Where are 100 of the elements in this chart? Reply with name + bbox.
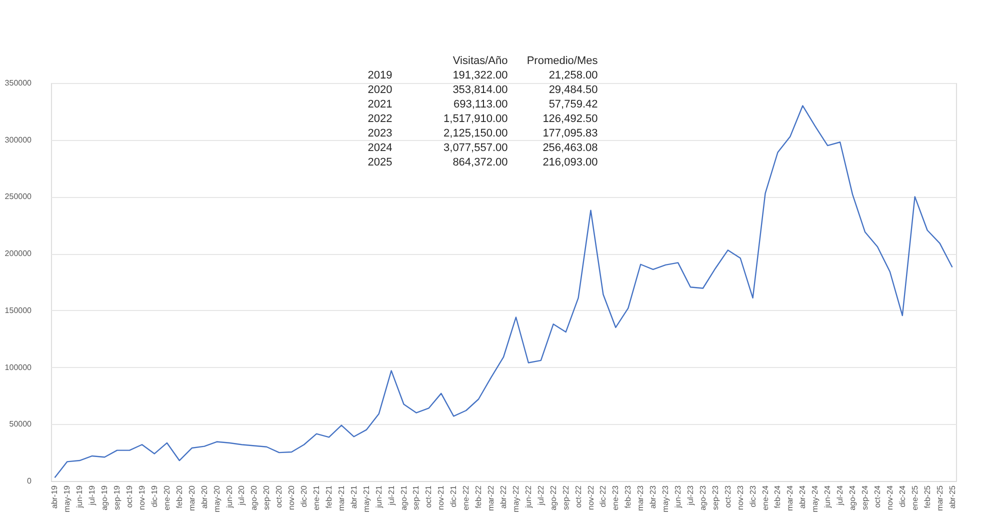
x-tick-label: sep-22 [561, 484, 570, 510]
annotation: 864,372.00 [452, 156, 508, 168]
x-tick-label: ene-23 [611, 484, 620, 510]
annotation: 177,095.83 [542, 128, 598, 140]
x-tick-label: may-20 [212, 484, 222, 512]
x-tick-label: ene-25 [910, 484, 920, 510]
y-tick-label: 0 [27, 476, 32, 486]
x-tick-label: abr-23 [648, 484, 658, 509]
x-tick-label: feb-22 [474, 484, 484, 508]
x-tick-label: abr-21 [349, 484, 358, 509]
text: 191,322.00 [452, 70, 508, 82]
x-tick-label: feb-20 [174, 484, 184, 508]
x-tick-label: sep-24 [860, 484, 870, 510]
y-tick-label: 350000 [4, 78, 32, 88]
x-tick-label: ago-19 [100, 484, 110, 510]
x-tick-label: ago-20 [250, 484, 259, 510]
x-tick-label: oct-20 [274, 484, 284, 508]
x-tick-label: oct-23 [723, 484, 732, 508]
annotation: 1,517,910.00 [444, 113, 508, 125]
x-tick-label: mar-22 [486, 484, 496, 511]
annotation: 57,759.42 [548, 98, 598, 110]
x-tick-label: sep-20 [262, 484, 272, 510]
x-tick-label: mar-20 [187, 484, 196, 511]
x-tick-label: may-23 [661, 484, 670, 512]
x-tick-label: ene-21 [312, 484, 322, 510]
x-tick-label: jul-22 [536, 484, 546, 506]
x-tick-label: oct-22 [574, 484, 583, 508]
x-tick-label: nov-23 [736, 484, 745, 510]
text: 21,258.00 [548, 70, 598, 82]
annotation: 353,814.00 [452, 84, 508, 96]
annotation: 2025 [368, 156, 392, 168]
x-tick-label: mar-23 [636, 484, 646, 511]
x-tick-label: mar-21 [336, 484, 346, 511]
x-tick-label: oct-24 [872, 484, 882, 508]
x-tick-label: may-19 [62, 484, 72, 512]
annotation: 2020 [368, 84, 392, 96]
x-tick-label: nov-20 [287, 484, 296, 510]
x-tick-label: jun-19 [75, 484, 84, 509]
x-tick-label: sep-23 [710, 484, 720, 510]
y-tick-label: 200000 [4, 249, 32, 258]
x-tick-label: may-24 [810, 484, 820, 512]
x-tick-label: sep-19 [112, 484, 122, 510]
annotation: 3,077,557.00 [444, 142, 508, 154]
x-tick-label: nov-22 [586, 484, 596, 510]
x-tick-label: nov-24 [885, 484, 894, 510]
x-tick-label: sep-21 [412, 484, 421, 510]
x-tick-label: ago-22 [548, 484, 558, 510]
y-tick-label: 100000 [4, 362, 32, 372]
y-tick-label: 150000 [4, 306, 32, 315]
x-tick-label: mar-24 [786, 484, 795, 511]
x-tick-label: abr-19 [50, 484, 60, 509]
annotation: 2021 [368, 98, 392, 110]
x-tick-label: abr-25 [948, 484, 957, 509]
annotation: 2022 [368, 113, 392, 125]
x-tick-label: jun-21 [374, 484, 384, 509]
annotation: 2024 [368, 142, 392, 154]
y-tick-label: 300000 [4, 135, 32, 144]
x-tick-label: dic-20 [300, 484, 309, 508]
x-tick-label: oct-21 [424, 484, 434, 508]
x-tick-label: jul-24 [836, 484, 845, 506]
x-tick-label: dic-19 [150, 484, 159, 508]
x-tick-label: ago-23 [698, 484, 708, 510]
text: 2019 [368, 70, 392, 82]
annotation: 693,113.00 [454, 98, 508, 110]
x-tick-label: ago-24 [848, 484, 858, 510]
x-tick-label: dic-21 [449, 484, 458, 508]
x-tick-label: ene-24 [760, 484, 770, 510]
x-tick-label: jun-24 [823, 484, 832, 509]
annotation: 2023 [368, 128, 392, 140]
text: Promedio/Mes [526, 55, 598, 67]
x-tick-label: jun-22 [524, 484, 533, 509]
annotation: 29,484.50 [548, 84, 598, 96]
x-tick-label: jun-23 [674, 484, 683, 509]
y-tick-label: 50000 [9, 420, 32, 429]
annotation: 2,125,150.00 [444, 128, 508, 140]
y-tick-label: 250000 [4, 192, 32, 202]
x-tick-label: jul-23 [686, 484, 695, 506]
x-tick-label: ene-22 [462, 484, 471, 510]
x-tick-label: jul-19 [88, 484, 97, 506]
annotation: 216,093.00 [542, 156, 598, 168]
x-tick-label: may-21 [362, 484, 371, 512]
x-tick-label: abr-20 [200, 484, 209, 509]
x-tick-label: jul-20 [237, 484, 246, 506]
x-tick-label: feb-21 [324, 484, 334, 508]
x-tick-label: dic-22 [598, 484, 608, 508]
annotation: 256,463.08 [542, 142, 598, 154]
x-tick-label: nov-21 [436, 484, 446, 510]
x-tick-label: jul-21 [386, 484, 396, 506]
x-tick-label: jun-20 [224, 484, 234, 509]
x-tick-label: dic-23 [748, 484, 758, 508]
x-tick-label: abr-24 [798, 484, 808, 509]
x-tick-label: ene-20 [162, 484, 172, 510]
x-tick-label: nov-19 [138, 484, 146, 510]
x-tick-label: dic-24 [898, 484, 907, 508]
x-tick-label: abr-22 [499, 484, 508, 509]
x-tick-label: oct-19 [125, 484, 134, 508]
x-tick-label: feb-25 [922, 484, 932, 508]
x-tick-label: ago-21 [399, 484, 408, 510]
x-tick-label: feb-23 [624, 484, 633, 508]
x-tick-label: may-22 [511, 484, 520, 512]
